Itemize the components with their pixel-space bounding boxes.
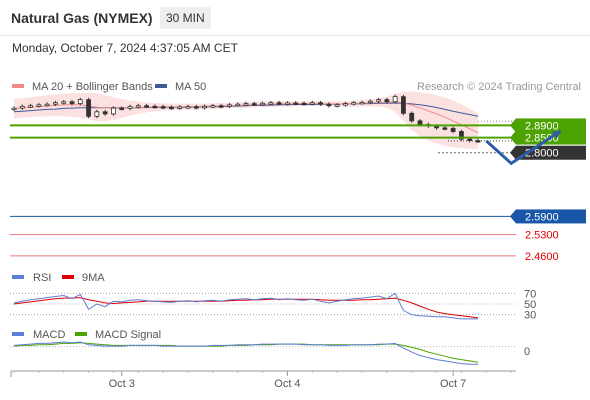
candle-body — [218, 105, 224, 108]
candle-body — [343, 103, 348, 106]
legend-label-macd: MACD — [33, 329, 65, 341]
legend-swatch-rsi-9ma — [62, 275, 74, 279]
candle-body — [36, 104, 42, 107]
candle-body — [227, 104, 232, 107]
rsi-level-label: 70 — [524, 288, 536, 300]
chart-header: Natural Gas (NYMEX) 30 MIN — [0, 0, 590, 36]
legend-swatch-ma20 — [12, 84, 24, 88]
legend-swatch-macd-signal — [75, 332, 87, 336]
candle-body — [94, 111, 100, 117]
rsi-level-label: 30 — [524, 310, 536, 322]
candle-body — [367, 100, 373, 104]
candle-body — [152, 105, 158, 109]
candle-body — [401, 96, 406, 114]
candle-body — [177, 106, 183, 109]
level-label-box — [516, 118, 586, 133]
level-label-text: 2.5900 — [525, 211, 559, 223]
legend-label-ma50: MA 50 — [175, 81, 206, 93]
legend-label-rsi: RSI — [33, 272, 51, 284]
candle-body — [193, 106, 199, 109]
candle-body — [86, 99, 91, 117]
candle-body — [417, 120, 423, 125]
level-label-pointer — [510, 209, 516, 224]
level-label-text: 2.8000 — [525, 148, 559, 160]
level-label-pointer — [510, 130, 516, 145]
candle-body — [351, 102, 357, 105]
candle-body — [19, 105, 25, 109]
candle-body — [202, 105, 207, 109]
candle-body — [169, 106, 174, 110]
candle-body — [135, 105, 141, 108]
candle-body — [69, 101, 75, 104]
legend-swatch-ma50 — [155, 84, 167, 88]
candle-body — [285, 102, 290, 105]
level-label-box — [516, 209, 586, 224]
candle-body — [235, 103, 241, 107]
level-label-pointer — [510, 118, 516, 133]
instrument-title: Natural Gas (NYMEX) — [11, 10, 153, 26]
candle-body — [260, 102, 265, 106]
header-divider — [0, 35, 590, 36]
candle-body — [376, 99, 381, 102]
candle-body — [119, 107, 125, 111]
macd-tick-label: 0 — [524, 346, 530, 358]
x-tick-label: Oct 7 — [440, 378, 466, 390]
candle-body — [102, 111, 108, 115]
candle-body — [318, 102, 323, 105]
x-tick-label: Oct 4 — [274, 378, 300, 390]
legend-label-ma20: MA 20 + Bollinger Bands — [32, 81, 153, 93]
candle-body — [384, 99, 390, 103]
candle-body — [53, 102, 58, 105]
candle-body — [11, 107, 17, 111]
candle-body — [326, 103, 332, 107]
candle-body — [459, 131, 464, 140]
forecast-arrow-head — [551, 130, 561, 139]
candle-body — [334, 104, 340, 107]
candle-body — [442, 127, 448, 130]
candle-body — [251, 103, 257, 106]
candle-body — [210, 105, 216, 108]
rsi-9ma-line — [13, 297, 479, 319]
candle-body — [28, 105, 33, 108]
candle-body — [127, 106, 133, 109]
x-tick-label: Oct 3 — [109, 378, 135, 390]
level-label-text: 2.8500 — [525, 133, 559, 145]
legend-label-rsi-9ma: 9MA — [82, 272, 105, 284]
candle-body — [301, 102, 307, 106]
candle-body — [268, 102, 274, 105]
candle-body — [409, 112, 415, 122]
level-label-pointer — [510, 145, 516, 160]
candle-body — [44, 103, 50, 107]
candle-body — [111, 107, 116, 115]
candle-body — [77, 99, 83, 104]
level-label-text: 2.8900 — [525, 120, 559, 132]
rsi-level-label: 50 — [524, 299, 536, 311]
macd-signal-line — [13, 342, 479, 363]
candle-body — [293, 102, 299, 105]
candle-body — [185, 106, 191, 109]
candle-body — [160, 106, 166, 109]
candle-body — [359, 101, 365, 105]
macd-line — [13, 341, 478, 365]
level-label-text: 2.5300 — [525, 230, 559, 242]
candle-body — [276, 102, 282, 105]
rsi-line — [13, 292, 478, 320]
forecast-arrow — [485, 129, 562, 166]
candle-body — [450, 128, 456, 132]
legend-label-macd-signal: MACD Signal — [95, 329, 161, 341]
candle-body — [467, 138, 473, 141]
legend-swatch-macd — [12, 332, 24, 336]
candle-body — [392, 96, 398, 103]
candle-body — [61, 101, 67, 104]
legend-swatch-rsi — [12, 275, 24, 279]
candle-body — [309, 102, 315, 105]
level-label-text: 2.4600 — [525, 251, 559, 263]
chart-datetime: Monday, October 7, 2024 4:37:05 AM CET — [12, 41, 238, 55]
candle-body — [243, 103, 249, 106]
candle-body — [144, 105, 149, 108]
timeframe-badge[interactable]: 30 MIN — [160, 7, 211, 29]
chart-credit: Research © 2024 Trading Central — [417, 81, 581, 93]
bollinger-band-area — [14, 91, 478, 150]
